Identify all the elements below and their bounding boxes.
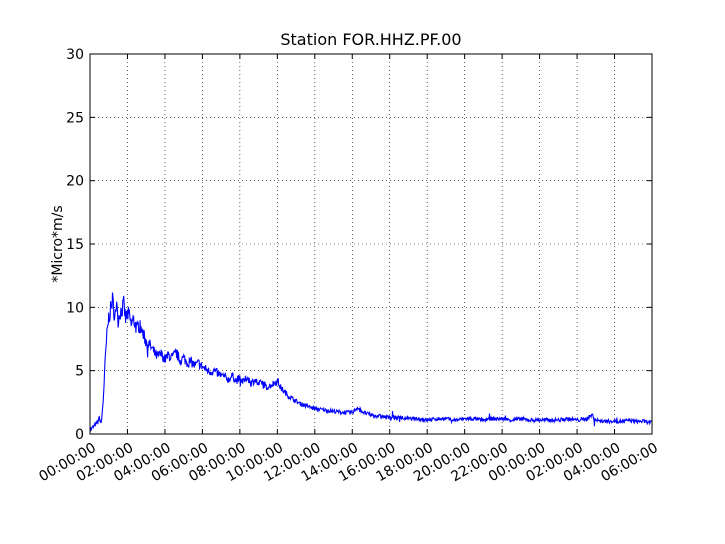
grid-lines <box>90 54 653 434</box>
plot-frame <box>89 53 653 435</box>
series-layer <box>89 292 653 433</box>
y-tick-label: 10 <box>66 300 84 316</box>
y-tick-label: 5 <box>75 364 84 380</box>
y-tick-label: 25 <box>66 110 84 126</box>
y-tick-label: 15 <box>66 237 84 253</box>
series-line <box>89 292 653 433</box>
chart-title: Station FOR.HHZ.PF.00 <box>280 30 462 49</box>
y-tick-label: 30 <box>66 47 84 63</box>
y-tick-label: 0 <box>75 427 84 443</box>
y-tick-label: 20 <box>66 174 84 190</box>
